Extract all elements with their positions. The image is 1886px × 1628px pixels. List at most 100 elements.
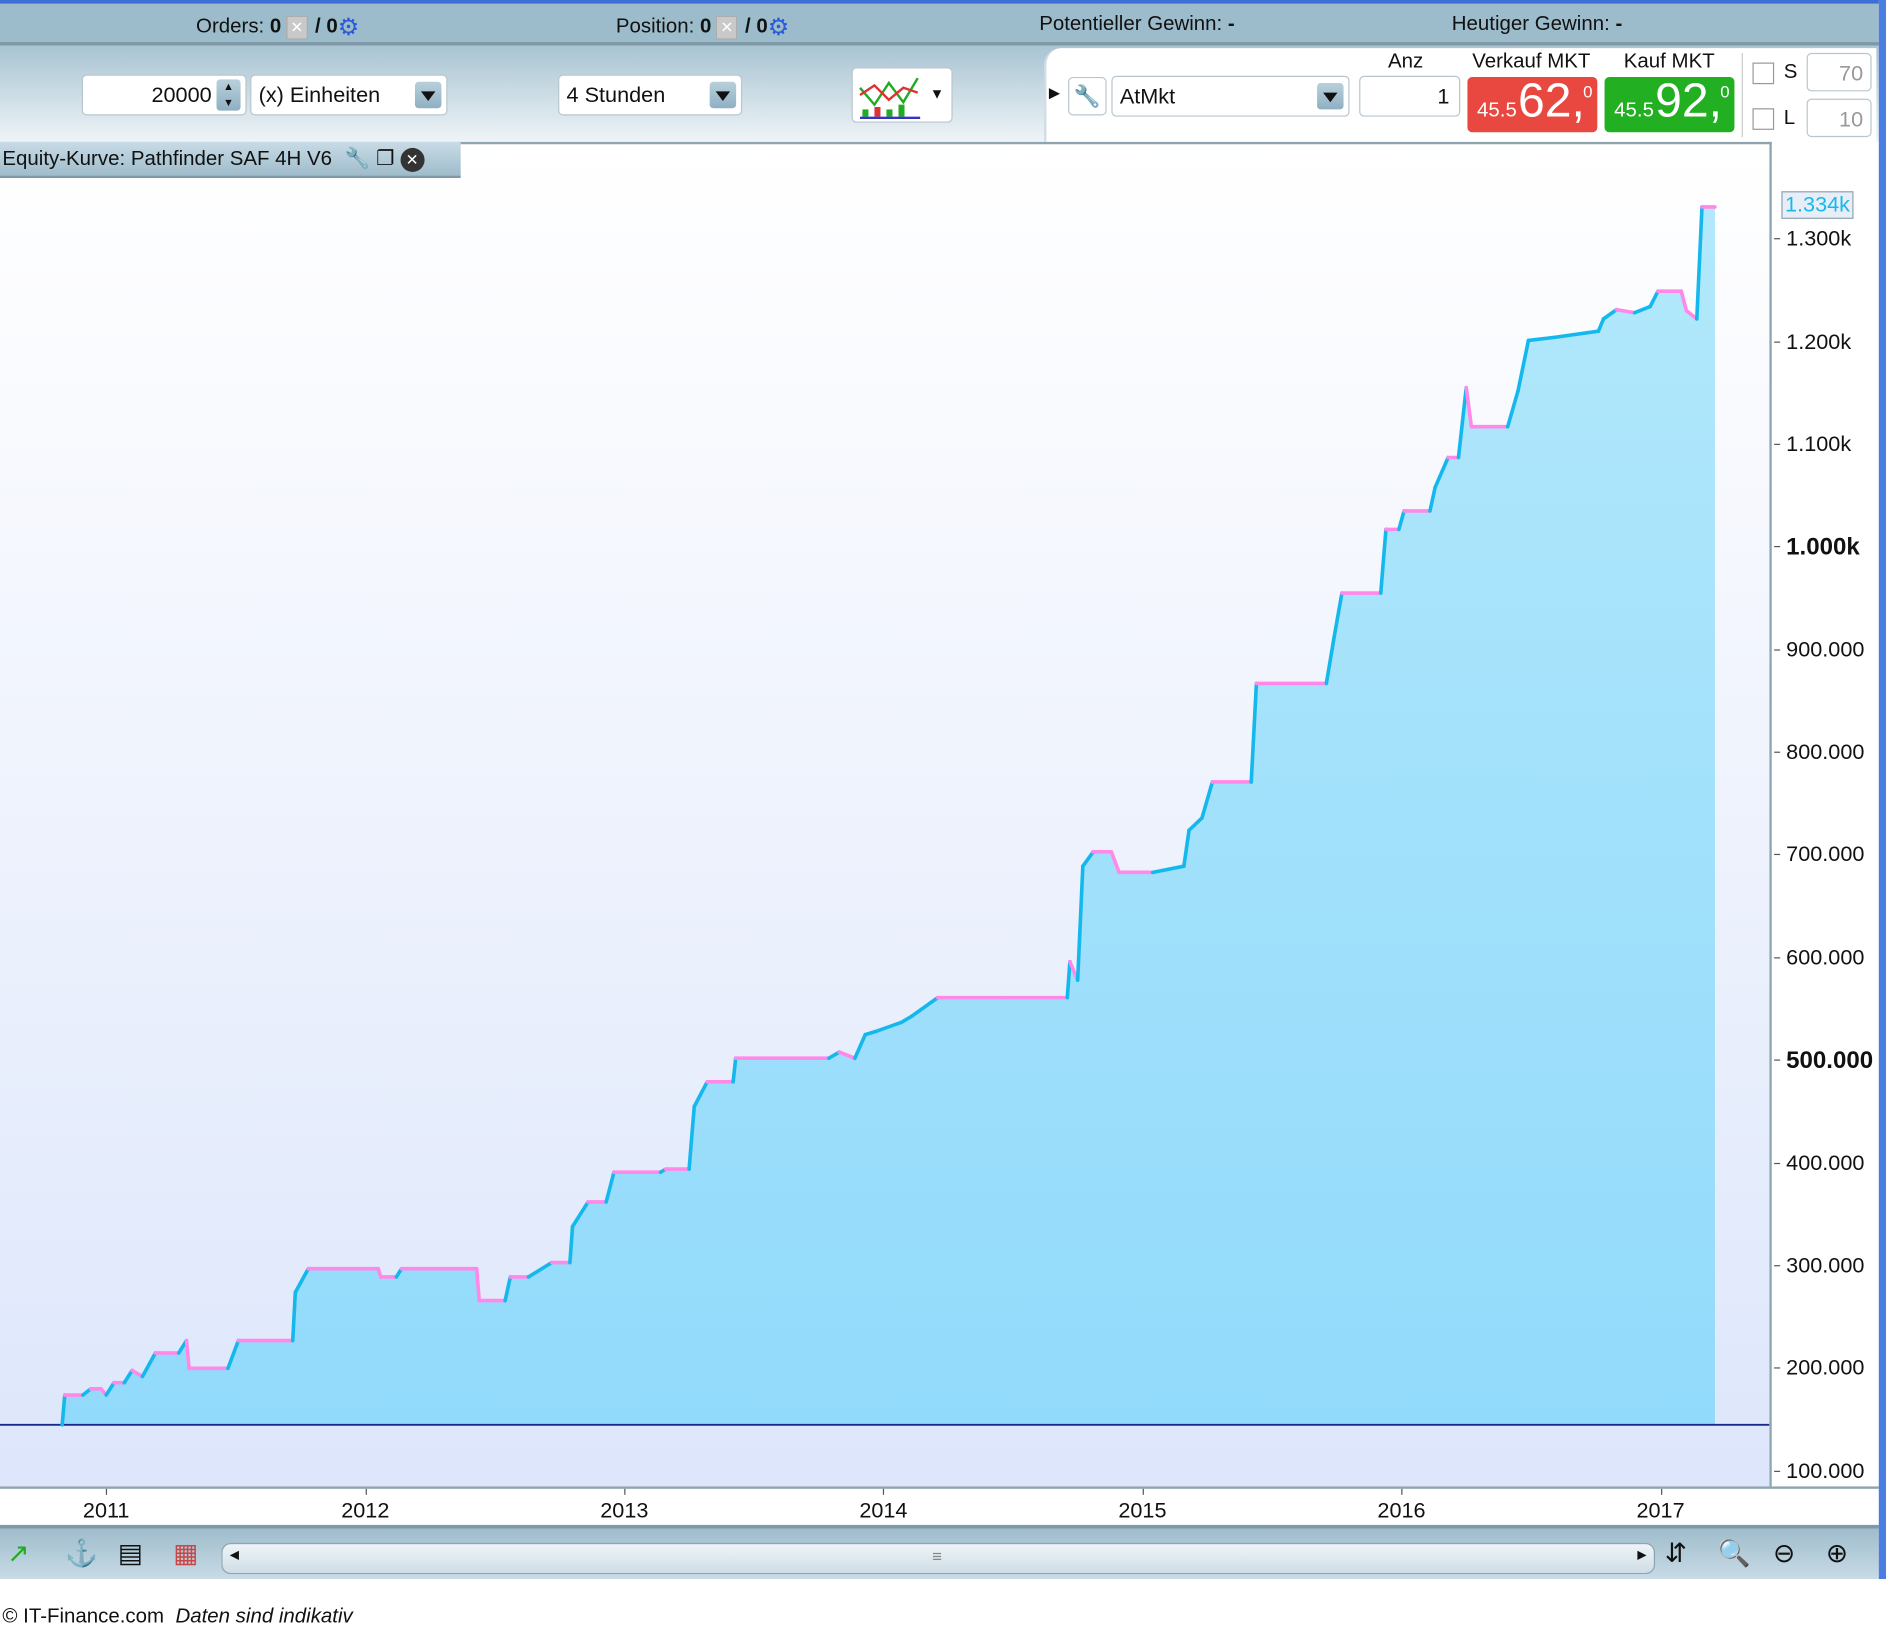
stop-value: 70 <box>1839 61 1864 86</box>
equity-segment <box>60 1393 67 1427</box>
equity-segment <box>827 1050 842 1061</box>
expand-arrow-icon[interactable]: ▶ <box>1048 84 1060 102</box>
stop-checkbox[interactable] <box>1752 62 1775 85</box>
y-tick <box>1774 1470 1781 1472</box>
wrench-icon[interactable]: 🔧 <box>344 146 371 170</box>
stop-input[interactable]: 70 <box>1806 52 1872 92</box>
close-icon[interactable]: ✕ <box>400 147 425 172</box>
detach-window-icon[interactable]: ❐ <box>376 146 395 170</box>
x-tick <box>365 1488 367 1495</box>
limit-input[interactable]: 10 <box>1806 98 1872 138</box>
potential-label: Potentieller Gewinn: <box>1039 12 1223 35</box>
chart-title-tab: Equity-Kurve: Pathfinder SAF 4H V6 🔧 ❐ ✕ <box>0 141 461 178</box>
limit-checkbox[interactable] <box>1752 108 1775 130</box>
equity-chart[interactable] <box>0 144 1770 1487</box>
buy-price-large: 92, <box>1655 74 1722 128</box>
disclaimer-text: Daten sind indikativ <box>175 1604 353 1628</box>
unit-select[interactable]: (x) Einheiten <box>250 74 448 116</box>
timeframe-select[interactable]: 4 Stunden <box>558 74 743 116</box>
order-list-icon[interactable]: ▤ <box>117 1538 143 1569</box>
horizontal-scrollbar[interactable]: ◀ ≡ ▶ <box>221 1542 1656 1575</box>
chevron-down-icon[interactable]: ▼ <box>929 85 945 103</box>
y-tick <box>1774 1265 1781 1267</box>
close-position-icon[interactable]: ✕ <box>716 15 738 40</box>
scroll-right-icon[interactable]: ▶ <box>1637 1548 1647 1563</box>
limit-label: L <box>1783 105 1796 129</box>
equity-segment <box>293 1266 311 1295</box>
equity-segment <box>837 1050 857 1061</box>
timeframe-value: 4 Stunden <box>566 82 666 108</box>
gear-icon[interactable]: ⚙ <box>767 14 790 41</box>
y-tick <box>1774 443 1781 445</box>
y-tick <box>1774 340 1781 343</box>
y-tick-label: 400.000 <box>1786 1150 1865 1175</box>
auto-scale-icon[interactable]: ⇵ <box>1664 1538 1687 1569</box>
y-tick-label: 600.000 <box>1786 945 1865 970</box>
equity-segment <box>1397 509 1406 532</box>
equity-segment <box>1200 780 1215 820</box>
equity-segment <box>1433 455 1450 490</box>
chevron-down-icon[interactable] <box>709 81 737 109</box>
equity-segment <box>1187 816 1204 833</box>
x-tick <box>106 1488 108 1495</box>
equity-segment <box>1109 850 1121 875</box>
y-tick-label: 800.000 <box>1786 739 1865 764</box>
cancel-orders-icon[interactable]: ✕ <box>286 15 308 40</box>
today-label: Heutiger Gewinn: <box>1451 12 1610 35</box>
buy-market-button[interactable]: 45.5 92, 0 <box>1604 74 1735 133</box>
stepper-arrows-icon[interactable]: ▲ ▼ <box>216 79 241 111</box>
zoom-vertical-icon[interactable]: 🔍 <box>1717 1538 1751 1569</box>
equity-segment <box>226 1338 241 1371</box>
y-tick <box>1774 648 1781 651</box>
anz-input[interactable]: 1 <box>1359 75 1461 117</box>
equity-segment <box>1614 307 1637 315</box>
today-value: - <box>1615 12 1623 35</box>
sell-price-small: 45.5 <box>1477 98 1517 122</box>
sell-price-large: 62, <box>1517 74 1585 128</box>
potential-value: - <box>1227 12 1235 35</box>
buy-label: Kauf MKT <box>1623 49 1715 73</box>
x-tick <box>1401 1488 1403 1495</box>
y-tick-label: 300.000 <box>1786 1253 1865 1278</box>
equity-segment <box>1505 388 1520 429</box>
equity-segment <box>140 1351 158 1379</box>
y-tick-label: 1.100k <box>1786 431 1852 456</box>
anz-value: 1 <box>1437 84 1450 109</box>
y-axis[interactable]: 100.000 200.000 300.000 400.000 500.000 600.0… <box>1774 141 1879 1487</box>
equity-segment <box>1378 527 1388 595</box>
equity-segment <box>1324 635 1336 686</box>
equity-segment <box>687 1104 697 1171</box>
zoom-out-icon[interactable]: ⊖ <box>1772 1538 1796 1569</box>
equity-segment <box>104 1380 116 1397</box>
account-status-bar: Orders: 0 ✕/ 0⚙ Position: 0 ✕/ 0⚙ Potentie… <box>0 0 1879 46</box>
drawing-tools-icon[interactable]: ⚓ <box>64 1538 98 1569</box>
order-type-value: AtMkt <box>1119 84 1176 109</box>
quantity-stepper[interactable]: 20000 ▲ ▼ <box>81 74 247 116</box>
stop-label: S <box>1783 60 1798 83</box>
x-tick-label: 2017 <box>1636 1498 1685 1523</box>
order-book-icon[interactable]: ▦ <box>173 1538 199 1569</box>
equity-segment <box>1464 385 1474 429</box>
chart-plot-area[interactable]: © IT-Finance.com Daten sind indikativ <box>0 141 1772 1627</box>
y-tick <box>1774 854 1781 856</box>
indicator-button[interactable]: ▼ <box>851 67 953 123</box>
window-edge <box>1878 0 1886 1580</box>
wrench-icon[interactable]: 🔧 <box>1068 76 1107 116</box>
chart-type-icon[interactable]: ↗ <box>7 1538 30 1569</box>
scroll-left-icon[interactable]: ◀ <box>229 1548 240 1563</box>
sell-market-button[interactable]: 45.5 62, 0 <box>1467 74 1598 133</box>
gear-icon[interactable]: ⚙ <box>337 14 360 41</box>
equity-segment <box>1075 864 1085 982</box>
equity-segment <box>899 1014 914 1025</box>
y-tick-label: 200.000 <box>1786 1355 1865 1380</box>
chevron-down-icon[interactable] <box>414 81 442 109</box>
equity-segment <box>1081 850 1096 868</box>
x-axis[interactable]: 2011 2012 2013 2014 2015 2016 2017 <box>0 1486 1879 1528</box>
chevron-down-icon[interactable] <box>1317 82 1344 110</box>
equity-segment <box>503 1275 513 1303</box>
order-type-select[interactable]: AtMkt <box>1111 75 1350 117</box>
scroll-grip-icon[interactable]: ≡ <box>932 1546 943 1566</box>
position-count: 0 <box>699 14 712 38</box>
y-tick-label: 1.200k <box>1786 328 1852 353</box>
zoom-in-icon[interactable]: ⊕ <box>1825 1538 1849 1569</box>
